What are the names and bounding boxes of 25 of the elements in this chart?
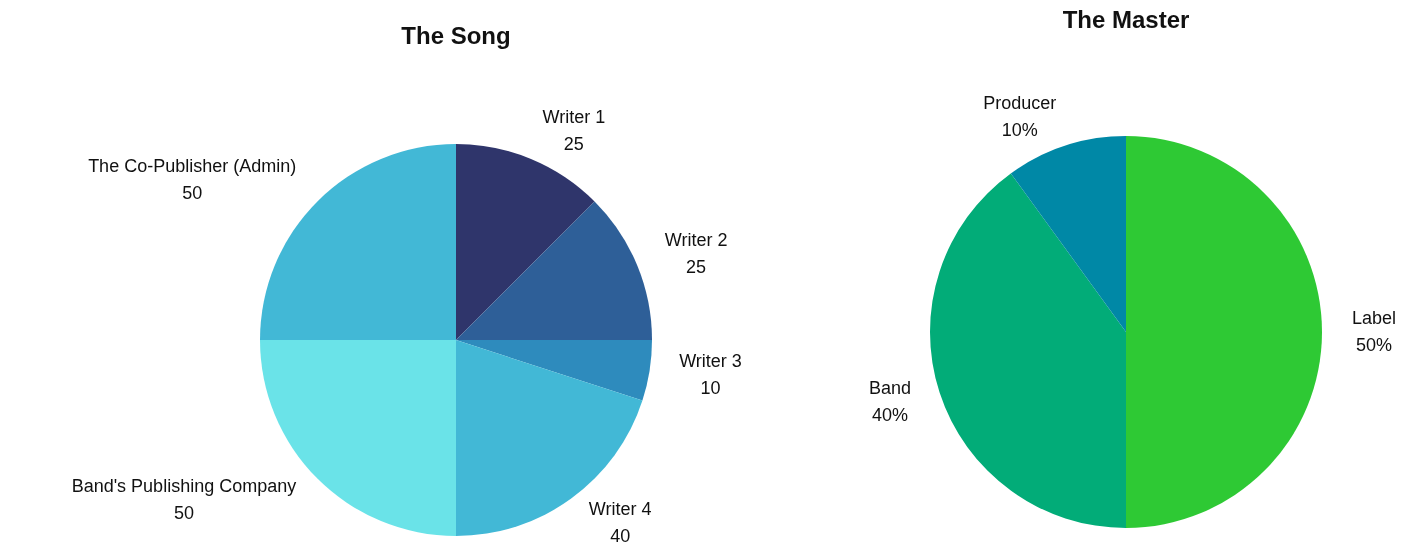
data-label: 10% [1001, 120, 1038, 141]
data-label: 50 [173, 502, 194, 523]
data-label: 40% [872, 404, 909, 425]
slice-label: The Co-Publisher (Admin) [88, 156, 297, 177]
data-label: 50% [1356, 335, 1393, 355]
slice-label: Writer 4 [588, 498, 652, 519]
pie-slice [456, 340, 652, 401]
data-label: 25 [686, 256, 707, 277]
data-label: 40 [610, 525, 631, 546]
data-label: 50 [182, 183, 203, 204]
slice-label: Writer 1 [542, 107, 606, 128]
slice-label: Label [1352, 308, 1397, 328]
pie-slice [1126, 136, 1322, 528]
slice-label: Band [869, 377, 912, 398]
data-label: 10 [700, 378, 721, 399]
chart-title: The Master [1062, 6, 1190, 33]
data-label: 25 [563, 134, 584, 155]
chart-title: The Song [401, 22, 511, 49]
slice-label: Writer 3 [679, 351, 742, 372]
pie-slice [1010, 136, 1126, 332]
slice-label: Band's Publishing Company [71, 475, 297, 496]
pie-slice [930, 173, 1126, 528]
slice-label: Writer 2 [664, 229, 728, 250]
slice-label: Producer [983, 93, 1057, 114]
pie-slice [456, 201, 652, 340]
